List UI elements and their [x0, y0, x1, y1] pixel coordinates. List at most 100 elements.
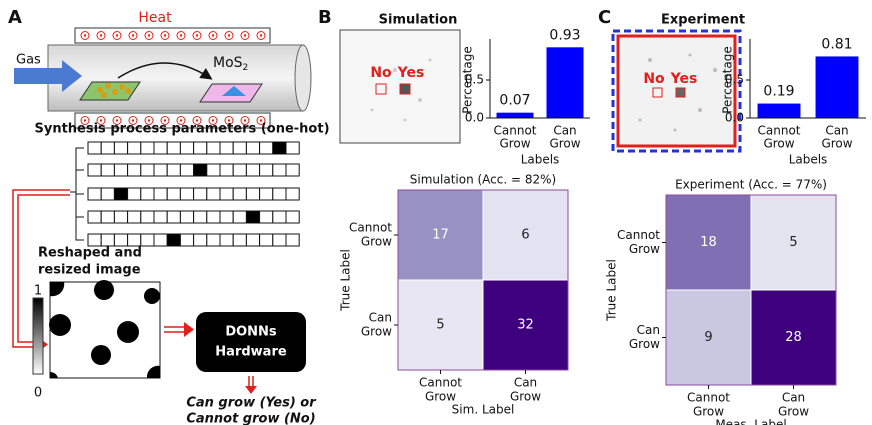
x-axis-label: Labels	[521, 153, 560, 167]
cell	[285, 141, 300, 155]
coil-dot	[163, 119, 167, 122]
precursor	[97, 83, 131, 98]
y-tick-label: Cannot	[349, 221, 392, 235]
panel-title: Experiment	[661, 13, 745, 28]
cell	[166, 141, 181, 155]
cell	[166, 163, 181, 177]
panel-title: Simulation	[379, 13, 458, 28]
cell	[245, 187, 261, 201]
heatmap-title: Simulation (Acc. = 82%)	[410, 173, 556, 187]
cell	[87, 210, 102, 224]
y-tick-label: 0.5	[465, 73, 484, 87]
cell	[219, 141, 234, 155]
image-label: Yes	[397, 65, 425, 81]
x-tick-label: Grow	[510, 390, 541, 404]
cell	[272, 163, 287, 177]
product-label: MoS2	[213, 55, 248, 73]
heater-top	[74, 27, 271, 44]
x-tick-label: Can	[782, 391, 805, 405]
image-label: No	[643, 71, 665, 87]
x-tick-label: Cannot	[687, 391, 730, 405]
x-axis-label: Labels	[789, 153, 828, 167]
coil-dot	[83, 34, 87, 37]
roi-yes	[675, 87, 686, 98]
coil-dot	[195, 119, 199, 122]
image-frame	[611, 29, 742, 153]
x-tick-label: Grow	[778, 405, 809, 419]
value-label: 0.19	[763, 84, 794, 100]
cell	[219, 187, 234, 201]
coil-dot	[115, 34, 119, 37]
coil	[192, 116, 202, 125]
coil	[144, 116, 154, 125]
hot-cell	[166, 233, 181, 247]
x-tick-label: Can	[825, 124, 848, 138]
coil-dot	[147, 119, 151, 122]
x-axis-label: Sim. Label	[452, 403, 515, 417]
coil-dot	[243, 119, 247, 122]
cell	[166, 187, 181, 201]
cell	[140, 163, 155, 177]
cell	[87, 187, 102, 201]
heatmap-cell	[665, 194, 752, 291]
cell	[206, 187, 221, 201]
x-tick-label: Grow	[763, 137, 794, 151]
cell	[113, 163, 129, 177]
tube-end	[294, 44, 312, 112]
cell	[153, 163, 168, 177]
output-label: Can grow (Yes) or	[186, 396, 317, 411]
cell	[140, 187, 155, 201]
coil	[208, 31, 218, 40]
cell	[127, 233, 142, 247]
coil-dot	[179, 119, 183, 122]
cell	[153, 233, 168, 247]
cell	[219, 210, 234, 224]
cell-label: 5	[436, 318, 444, 333]
cell	[127, 163, 142, 177]
cell	[127, 141, 142, 155]
cell	[245, 163, 261, 177]
y-tick-label: 0.5	[725, 73, 744, 87]
y-axis-label: True Label	[339, 249, 353, 312]
x-tick-label: Grow	[425, 390, 456, 404]
cell	[232, 163, 247, 177]
hot-cell	[272, 141, 287, 155]
cell	[179, 210, 195, 224]
x-tick-label: Cannot	[419, 376, 462, 390]
coil	[96, 116, 106, 125]
cell	[100, 210, 115, 224]
cell	[166, 210, 181, 224]
cell	[127, 187, 142, 201]
coil-dot	[259, 34, 263, 37]
y-tick-label: 0.0	[725, 111, 744, 125]
red-arrowhead	[245, 386, 257, 394]
y-tick-label: Grow	[629, 242, 660, 256]
x-tick-label: Grow	[693, 405, 724, 419]
cell	[127, 210, 142, 224]
coil-dot	[147, 34, 151, 37]
x-tick-label: Grow	[499, 137, 530, 151]
tube	[47, 44, 304, 112]
red-connector	[12, 189, 70, 348]
cell	[219, 233, 234, 247]
heat-label: Heat	[138, 10, 172, 26]
image-title: Reshaped and	[38, 246, 142, 261]
cell	[259, 233, 274, 247]
value-label: 0.07	[499, 93, 530, 109]
coil-dot	[99, 34, 103, 37]
speckle	[638, 53, 717, 132]
mask-spots	[49, 280, 160, 378]
coil	[160, 31, 170, 40]
cell	[272, 210, 287, 224]
roi-no	[652, 87, 663, 98]
hardware-box	[196, 312, 306, 372]
cell	[153, 141, 168, 155]
image-label: Yes	[670, 71, 698, 87]
transfer-arrow	[117, 62, 213, 80]
coil	[144, 31, 154, 40]
image-title: resized image	[38, 263, 141, 278]
bar	[815, 56, 859, 118]
heatmap-cell	[665, 289, 752, 386]
coil	[80, 31, 90, 40]
